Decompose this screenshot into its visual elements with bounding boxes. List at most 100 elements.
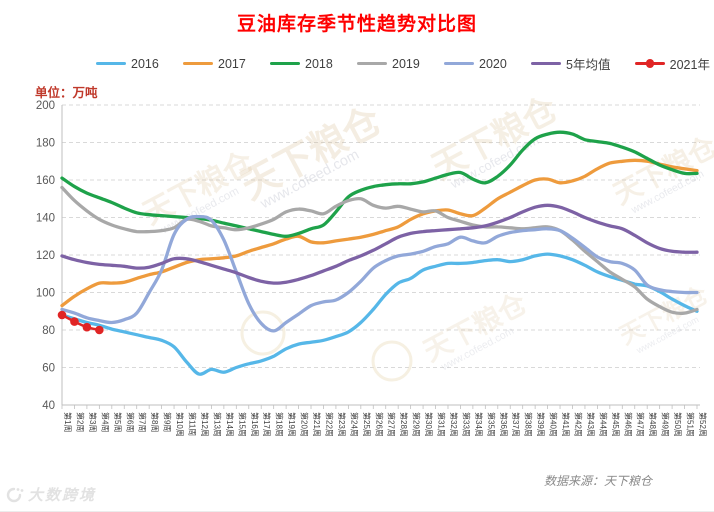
x-tick-label: 第15周 [237, 412, 247, 437]
watermark-text: 天下粮仓 [426, 89, 565, 187]
x-tick-label: 第28周 [399, 412, 409, 437]
legend-swatch-2020 [444, 61, 474, 66]
x-tick-label: 第46周 [623, 412, 633, 437]
y-tick-label: 40 [42, 400, 55, 412]
legend-swatch-2016 [96, 61, 126, 66]
x-tick-label: 第27周 [387, 412, 397, 437]
legend-marker-dot [645, 59, 655, 68]
x-tick-label: 第4周 [100, 412, 110, 432]
y-tick-label: 120 [36, 250, 55, 262]
chart-legend: 2016 2017 2018 2019 2020 5年均值 2021年 [96, 54, 710, 73]
x-tick-label: 第14周 [225, 412, 235, 437]
data-point-2021年 [70, 317, 79, 326]
legend-label: 5年均值 [566, 58, 611, 72]
x-tick-label: 第17周 [262, 412, 272, 437]
legend-swatch-2021年 [634, 59, 665, 68]
x-tick-label: 第16周 [250, 412, 260, 437]
x-tick-label: 第1周 [63, 412, 73, 432]
legend-swatch-5年均值 [531, 61, 561, 66]
series-line-2018 [60, 130, 699, 238]
x-tick-label: 第42周 [573, 412, 583, 437]
watermark-seal [240, 310, 286, 356]
x-tick-label: 第22周 [324, 412, 334, 437]
x-tick-label: 第25周 [362, 412, 372, 437]
x-tick-label: 第37周 [511, 412, 521, 437]
series-line-2020 [60, 214, 699, 333]
x-tick-label: 第51周 [686, 412, 696, 437]
data-point-2021年 [82, 322, 92, 332]
legend-item-2021年[interactable]: 2021年 [634, 54, 710, 73]
y-tick-label: 140 [36, 213, 55, 225]
x-tick-label: 第30周 [424, 412, 434, 437]
legend-item-5年均值[interactable]: 5年均值 [531, 54, 610, 73]
legend-label: 2018 [305, 56, 333, 71]
x-tick-label: 第8周 [150, 412, 160, 432]
x-tick-label: 第6周 [125, 412, 135, 432]
x-tick-label: 第36周 [499, 412, 509, 437]
x-tick-label: 第50周 [673, 412, 683, 437]
data-point-2021年 [95, 325, 104, 335]
x-axis-ticks [61, 405, 698, 409]
unit-label: 单位：万吨 [35, 86, 98, 100]
brand-watermark-text: 大数跨境 [28, 487, 97, 504]
x-tick-label: 第18周 [275, 412, 285, 437]
legend-swatch-2018 [270, 61, 300, 66]
data-point-2021年 [57, 310, 67, 320]
legend-swatch-2017 [183, 61, 213, 66]
x-tick-label: 第39周 [536, 412, 546, 437]
legend-item-2020[interactable]: 2020 [444, 57, 507, 71]
x-tick-label: 第43周 [586, 412, 596, 437]
y-tick-label: 180 [36, 138, 55, 150]
x-axis-labels: 第1周 第2周 第3周 第4周 第5周 第6周 第7周 第8周 第9周 第10周 第11周 第12周第… [63, 412, 708, 437]
x-tick-label: 第38周 [524, 412, 534, 437]
series-line-2016 [60, 252, 699, 376]
legend-swatch-2019 [357, 61, 387, 66]
legend-label: 2017 [218, 56, 246, 71]
legend-item-2019[interactable]: 2019 [357, 57, 420, 71]
legend-label: 2016 [131, 56, 159, 71]
legend-item-2018[interactable]: 2018 [270, 57, 333, 71]
series-line-2017 [60, 158, 699, 308]
x-tick-label: 第10周 [175, 412, 185, 437]
x-tick-label: 第5周 [113, 412, 123, 432]
x-tick-label: 第11周 [188, 412, 198, 436]
y-tick-label: 60 [42, 363, 55, 375]
x-tick-label: 第31周 [437, 412, 447, 437]
x-tick-label: 第21周 [312, 412, 322, 437]
series-line-2021年 [60, 313, 101, 332]
x-tick-label: 第7周 [138, 412, 148, 432]
x-tick-label: 第47周 [636, 412, 646, 437]
x-tick-label: 第34周 [474, 412, 484, 437]
legend-item-2016[interactable]: 2016 [96, 57, 159, 71]
x-tick-label: 第49周 [661, 412, 671, 437]
watermark-text: 天下粮仓 [235, 99, 390, 208]
y-tick-label: 80 [42, 325, 55, 337]
x-tick-label: 第24周 [349, 412, 359, 437]
legend-label: 2021年 [669, 58, 710, 72]
legend-item-2017[interactable]: 2017 [183, 57, 246, 71]
x-tick-label: 第13周 [212, 412, 222, 437]
x-tick-label: 第40周 [549, 412, 559, 437]
y-tick-label: 160 [36, 175, 55, 187]
legend-label: 2019 [392, 56, 420, 71]
series-line-5年均值 [60, 203, 699, 285]
x-tick-label: 第9周 [163, 412, 173, 432]
x-tick-label: 第35周 [486, 412, 496, 437]
x-tick-label: 第23周 [337, 412, 347, 437]
x-tick-label: 第33周 [461, 412, 471, 437]
x-tick-label: 第44周 [598, 412, 608, 437]
x-tick-label: 第32周 [449, 412, 459, 437]
brand-logo-icon [6, 487, 24, 503]
x-tick-label: 第29周 [412, 412, 422, 437]
chart-title: 豆油库存季节性趋势对比图 [236, 14, 477, 35]
x-tick-label: 第19周 [287, 412, 297, 437]
x-tick-label: 第20周 [300, 412, 310, 437]
x-tick-label: 第48周 [648, 412, 658, 437]
x-tick-label: 第2周 [75, 412, 85, 432]
x-tick-label: 第12周 [200, 412, 210, 437]
watermark-seal [371, 340, 413, 382]
x-tick-label: 第45周 [611, 412, 621, 437]
